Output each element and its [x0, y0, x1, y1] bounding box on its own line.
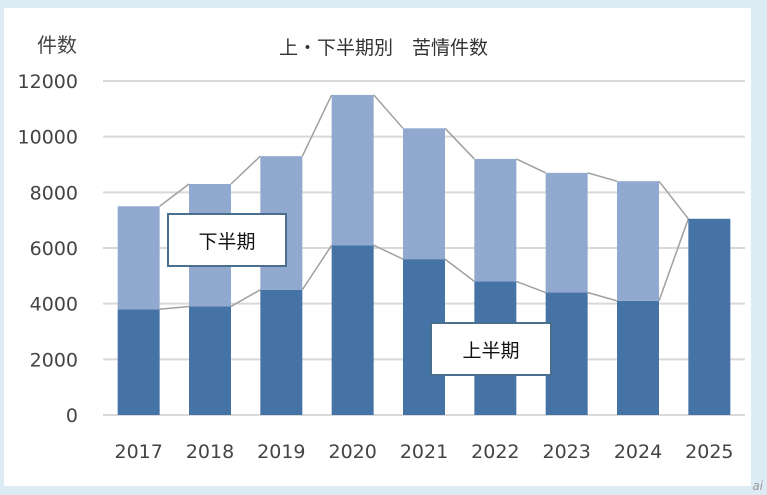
bar-first-half [189, 306, 231, 415]
x-tick-label: 2021 [400, 441, 448, 463]
series-line-lower [658, 218, 690, 302]
series-line-upper [444, 127, 475, 160]
bar-first-half [688, 218, 731, 415]
series-line-upper [159, 183, 190, 207]
bar-first-half [617, 300, 659, 415]
series-line-upper [230, 155, 261, 185]
bar-first-half [331, 245, 374, 415]
bar-first-half [117, 309, 160, 415]
bar-second-half [617, 181, 659, 301]
series-label-upper-half: 上半期 [430, 322, 552, 376]
y-tick-label: 4000 [30, 294, 78, 316]
series-line-lower [516, 280, 546, 294]
series-line-upper [587, 172, 618, 182]
y-tick-label: 0 [66, 405, 78, 427]
bar-second-half [403, 128, 445, 260]
y-tick-label: 8000 [30, 182, 78, 204]
bar-second-half [331, 94, 374, 246]
series-line-lower [159, 305, 190, 310]
bar-second-half [117, 206, 160, 310]
series-line-lower [444, 258, 475, 282]
x-tick-label: 2017 [114, 441, 162, 463]
y-tick-label: 2000 [30, 349, 78, 371]
x-tick-label: 2022 [471, 441, 519, 463]
series-line-lower [301, 244, 333, 291]
y-axis-label: 件数 [37, 33, 77, 57]
bar-second-half [474, 158, 517, 282]
x-tick-label: 2023 [542, 441, 590, 463]
series-line-upper [301, 94, 333, 157]
x-tick-label: 2018 [186, 441, 234, 463]
x-tick-label: 2019 [257, 441, 305, 463]
logo-watermark: ai [752, 479, 763, 493]
chart-title: 上・下半期別 苦情件数 [278, 37, 488, 59]
series-line-lower [587, 291, 618, 302]
series-line-lower [230, 289, 261, 308]
y-tick-label: 10000 [18, 127, 78, 149]
y-tick-label: 6000 [30, 238, 78, 260]
bar-second-half [545, 172, 588, 293]
x-tick-label: 2025 [685, 441, 733, 463]
series-line-upper [373, 94, 404, 129]
series-line-upper [658, 180, 689, 220]
bar-first-half [260, 289, 303, 415]
x-tick-label: 2024 [614, 441, 662, 463]
bar-first-half [545, 292, 588, 415]
series-line-upper [516, 158, 546, 174]
series-label-lower-half: 下半期 [167, 213, 287, 267]
x-tick-label: 2020 [328, 441, 376, 463]
y-tick-label: 12000 [18, 71, 78, 93]
series-line-lower [373, 244, 404, 260]
